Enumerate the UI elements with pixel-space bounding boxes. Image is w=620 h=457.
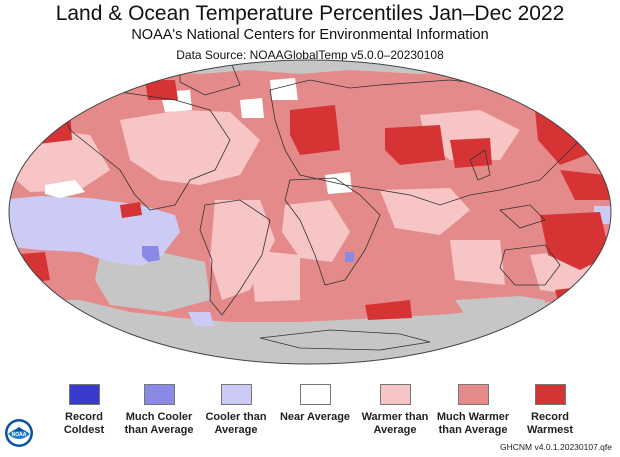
- legend-label: Warmer than Average: [361, 411, 429, 436]
- world-map: [8, 59, 612, 365]
- legend-swatch: [143, 384, 175, 405]
- legend-item-record-warmest: Record Warmest: [510, 384, 590, 436]
- legend-label: Much Cooler than Average: [124, 411, 194, 436]
- cool-patch-chile: [188, 312, 214, 326]
- legend-swatch: [220, 384, 252, 405]
- page-subtitle: NOAA's National Centers for Environmenta…: [131, 27, 489, 43]
- legend-item-near-average: Near Average: [275, 384, 355, 424]
- legend-item-warmer: Warmer than Average: [355, 384, 435, 436]
- continent-outlines: [59, 60, 591, 351]
- logo-text: NOAA: [12, 432, 27, 438]
- legend-label: Near Average: [279, 411, 351, 423]
- legend-swatch: [379, 384, 411, 405]
- legend-label: Record Warmest: [526, 411, 574, 436]
- legend-label: Much Warmer than Average: [436, 411, 510, 436]
- legend-label: Record Coldest: [63, 411, 105, 436]
- legend-item-record-coldest: Record Coldest: [44, 384, 124, 436]
- data-source: Data Source: NOAAGlobalTemp v5.0.0–20230…: [176, 48, 444, 62]
- header: Land & Ocean Temperature Percentiles Jan…: [0, 0, 620, 63]
- cool-patch-africa: [345, 252, 354, 262]
- legend-item-much-warmer: Much Warmer than Average: [433, 384, 513, 436]
- legend-swatch: [68, 384, 100, 405]
- legend-item-cooler: Cooler than Average: [196, 384, 276, 436]
- legend-label: Cooler than Average: [205, 411, 267, 436]
- version-text: GHCNM v4.0.1.20230107.qfe: [500, 442, 612, 452]
- legend-item-much-cooler: Much Cooler than Average: [119, 384, 199, 436]
- indian-no-data: [455, 296, 545, 322]
- pacific-no-data: [95, 252, 210, 312]
- legend-swatch: [534, 384, 566, 405]
- legend: Record Coldest Much Cooler than Average …: [0, 384, 620, 454]
- noaa-logo-icon: NOAA: [5, 419, 33, 447]
- warmer-regions: [10, 110, 600, 302]
- legend-swatch: [299, 384, 331, 405]
- page-title: Land & Ocean Temperature Percentiles Jan…: [55, 2, 565, 25]
- legend-swatch: [457, 384, 489, 405]
- much-cooler-patch: [142, 246, 160, 262]
- map-border: [8, 59, 612, 365]
